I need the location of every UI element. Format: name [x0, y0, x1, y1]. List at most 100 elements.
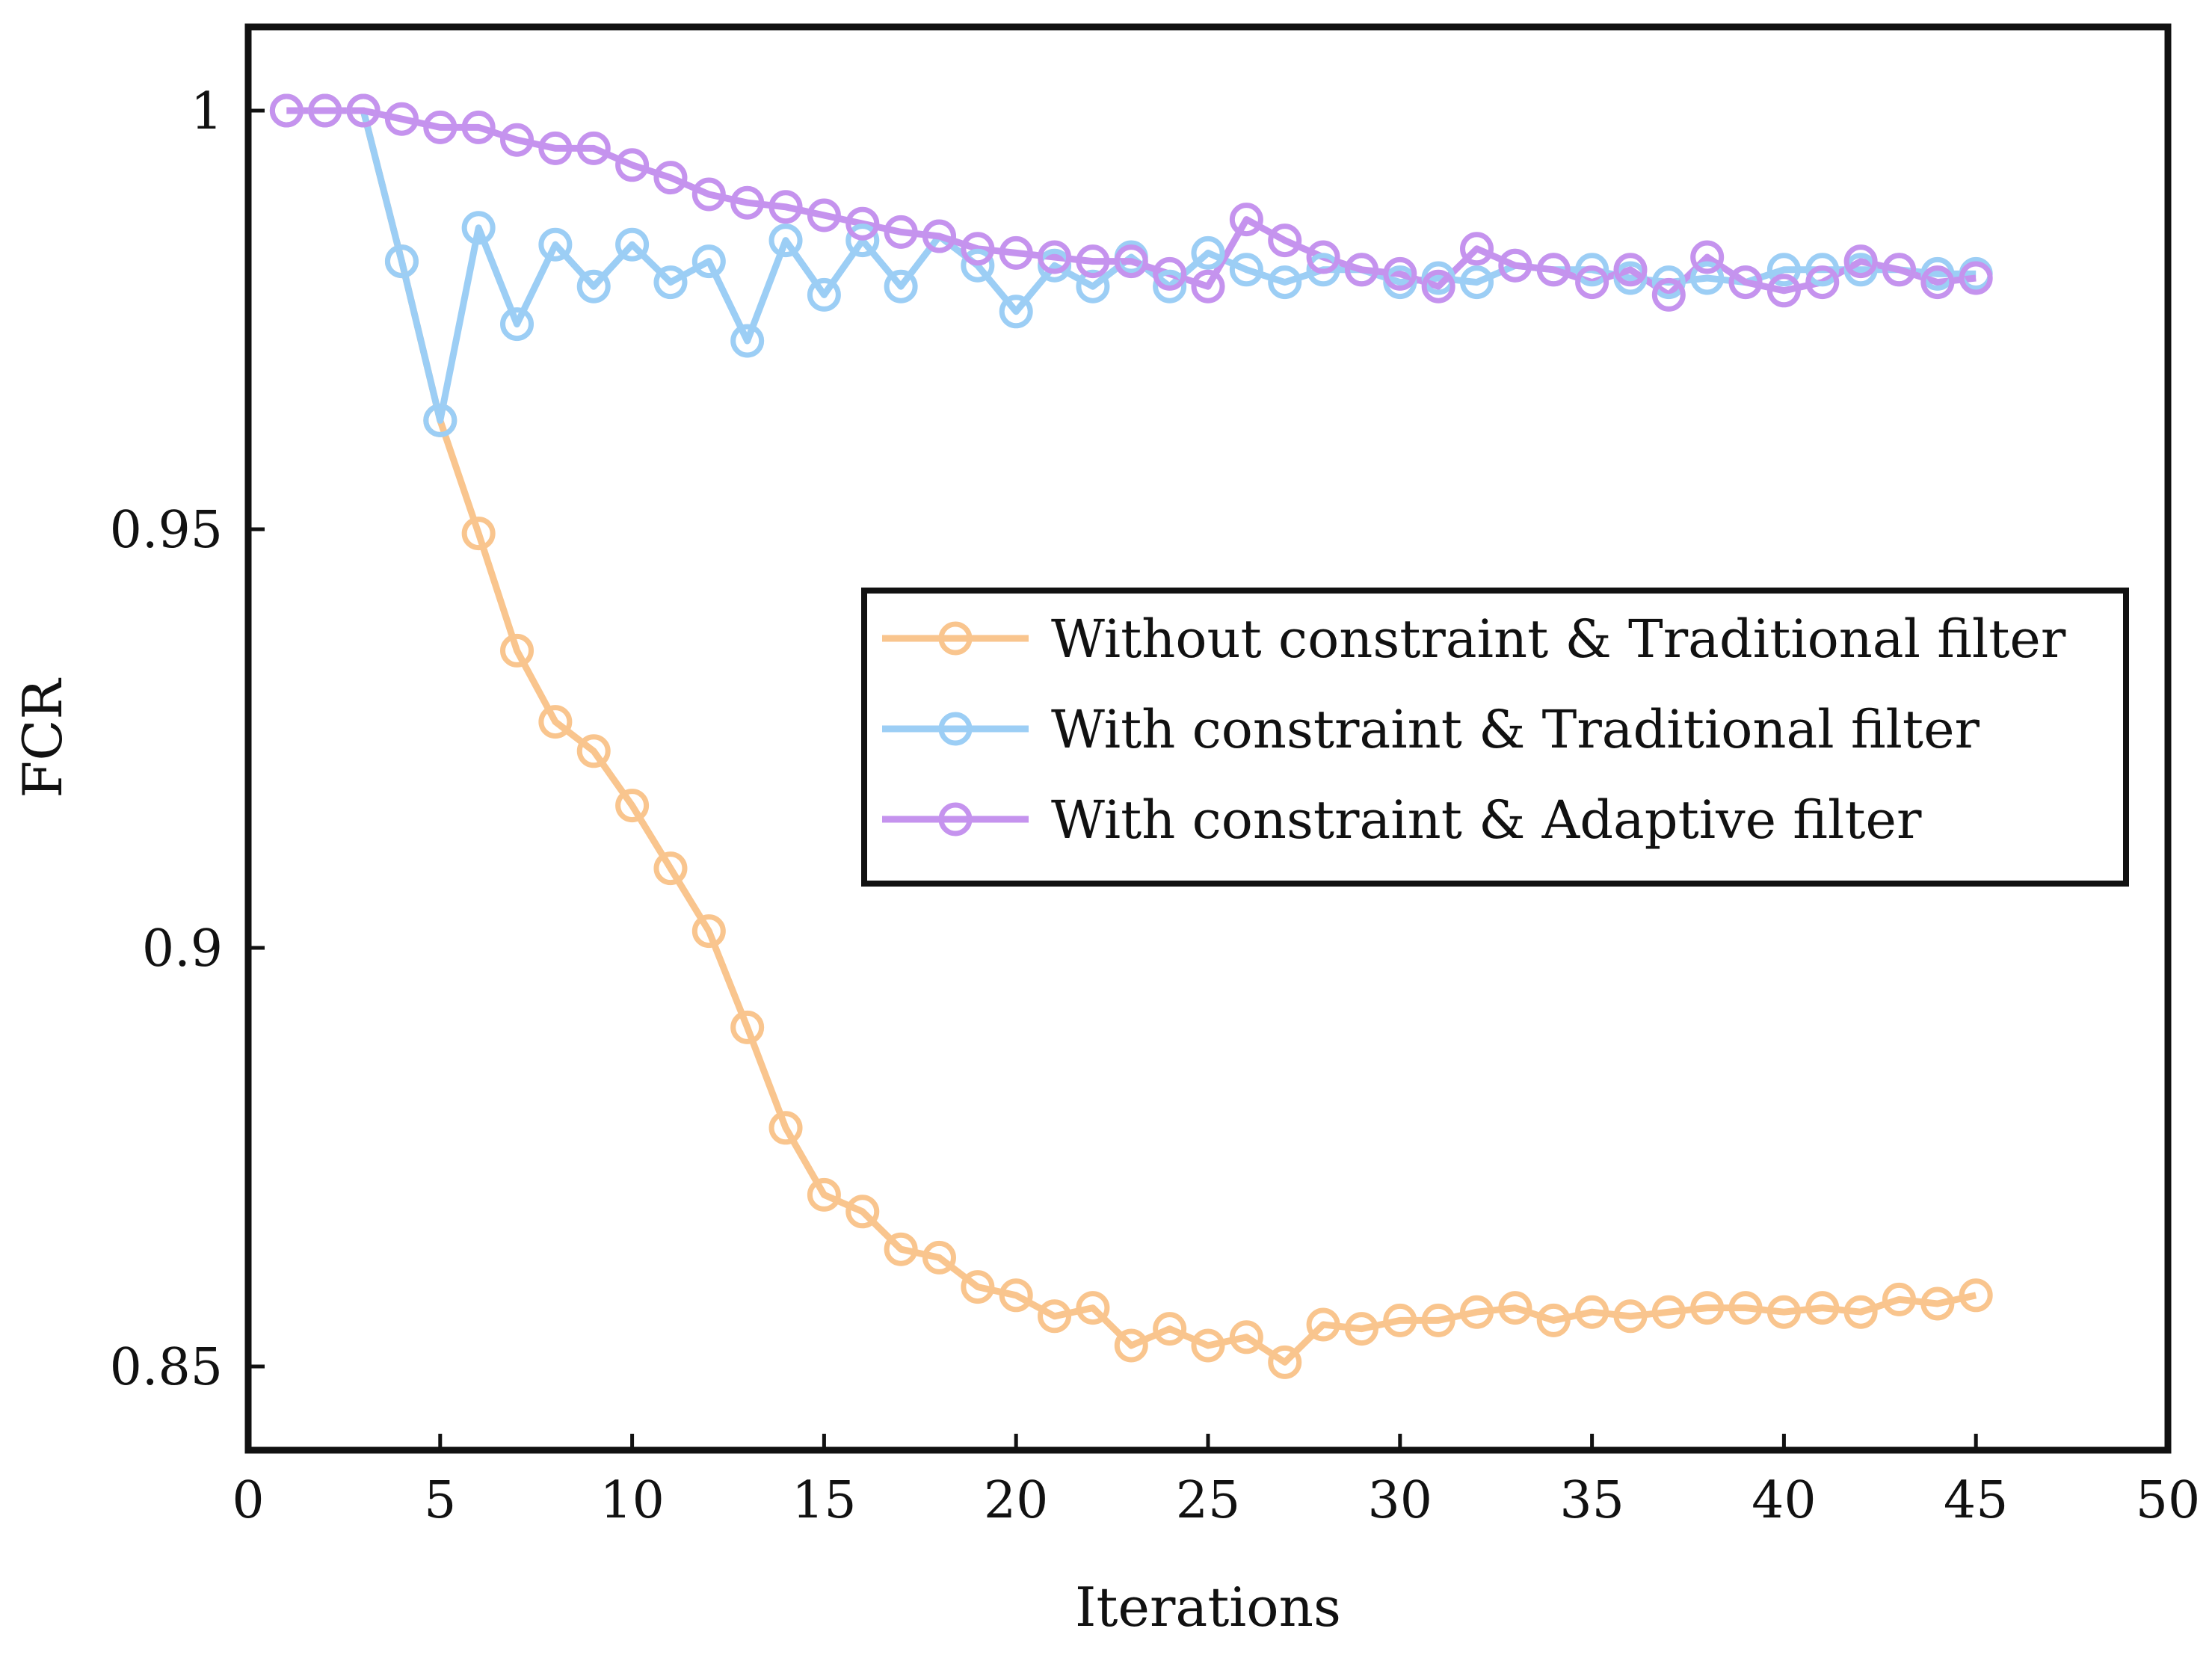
data-point — [1613, 1299, 1648, 1334]
data-point — [653, 851, 688, 886]
data-point — [1229, 203, 1263, 237]
data-point — [346, 93, 381, 128]
data-point — [1421, 269, 1455, 303]
data-point — [807, 1177, 841, 1212]
data-point — [1843, 244, 1878, 279]
legend-label-1: Without constraint & Traditional filter — [1051, 608, 2066, 670]
data-point — [1383, 1303, 1417, 1337]
data-point — [615, 227, 650, 262]
data-point — [691, 177, 726, 212]
series-line-3 — [286, 107, 1977, 298]
data-point — [1076, 269, 1110, 303]
data-point — [1498, 1291, 1532, 1325]
data-point — [961, 248, 995, 283]
legend-marker-2 — [938, 712, 973, 746]
data-point — [730, 1010, 765, 1044]
legend-box — [861, 588, 2129, 887]
data-point — [1268, 1345, 1302, 1379]
data-point — [384, 102, 419, 136]
data-point — [1460, 1295, 1494, 1329]
data-point — [961, 232, 995, 266]
y-tick-label: 0.9 — [142, 919, 223, 979]
data-point — [884, 1232, 918, 1266]
x-tick-label: 40 — [1752, 1471, 1817, 1530]
x-tick-label: 5 — [424, 1471, 456, 1530]
data-point — [1153, 256, 1187, 291]
data-point — [538, 705, 573, 739]
data-point — [1728, 265, 1763, 300]
data-point — [1076, 1291, 1110, 1325]
data-point — [1306, 240, 1340, 274]
data-point — [1575, 1295, 1609, 1329]
data-point — [768, 1111, 803, 1145]
x-tick-label: 30 — [1368, 1471, 1433, 1530]
data-point — [1613, 253, 1648, 287]
data-point — [807, 277, 841, 312]
data-point — [1766, 253, 1801, 287]
data-point — [1460, 265, 1494, 300]
x-axis-label: Iterations — [1075, 1576, 1341, 1639]
data-point — [1460, 232, 1494, 266]
data-point — [1191, 1328, 1225, 1363]
data-point — [1805, 253, 1840, 287]
data-point — [807, 198, 841, 232]
y-tick-label: 1 — [191, 82, 223, 141]
legend-label-3: With constraint & Adaptive filter — [1051, 789, 1922, 851]
series-markers-3 — [269, 93, 1993, 312]
data-point — [691, 244, 726, 279]
y-axis-label: FCR — [11, 678, 74, 798]
data-point — [961, 1270, 995, 1304]
data-point — [1536, 1303, 1571, 1337]
data-point — [1920, 265, 1955, 300]
x-tick-label: 25 — [1176, 1471, 1241, 1530]
data-point — [1268, 265, 1302, 300]
x-tick-label: 45 — [1944, 1471, 2009, 1530]
data-point — [461, 110, 496, 144]
data-point — [1306, 253, 1340, 287]
data-point — [1920, 1286, 1955, 1321]
data-point — [1114, 1328, 1148, 1363]
data-point — [1153, 1312, 1187, 1346]
data-point — [884, 269, 918, 303]
data-point — [1882, 253, 1916, 287]
data-point — [538, 131, 573, 165]
data-point — [653, 265, 688, 300]
data-point — [768, 224, 803, 258]
x-tick-label: 10 — [600, 1471, 665, 1530]
data-point — [730, 324, 765, 358]
data-point — [461, 211, 496, 245]
data-point — [999, 235, 1033, 270]
data-point — [1076, 244, 1110, 279]
data-point — [423, 403, 458, 437]
data-point — [768, 190, 803, 224]
data-point — [1191, 235, 1225, 270]
data-point — [845, 206, 880, 241]
data-point — [500, 307, 534, 342]
data-point — [576, 734, 611, 768]
data-point — [1959, 1278, 1993, 1313]
data-point — [1575, 253, 1609, 287]
y-tick-label: 0.95 — [110, 501, 223, 560]
legend-marker-1 — [938, 621, 973, 656]
data-point — [1651, 277, 1686, 312]
legend: Without constraint & Traditional filter W… — [861, 588, 2129, 887]
data-point — [1766, 274, 1801, 308]
data-point — [1651, 265, 1686, 300]
x-tick-label: 15 — [792, 1471, 857, 1530]
x-tick-label: 50 — [2136, 1471, 2201, 1530]
data-point — [576, 269, 611, 303]
data-point — [615, 148, 650, 182]
data-point — [576, 131, 611, 165]
data-point — [1114, 244, 1148, 279]
data-point — [1344, 253, 1378, 287]
data-point — [1690, 240, 1725, 274]
data-point — [845, 1195, 880, 1229]
data-point — [1843, 1295, 1878, 1329]
series-markers-layer — [269, 93, 1993, 1379]
data-point — [1805, 1291, 1840, 1325]
data-point — [730, 185, 765, 220]
data-point — [1191, 269, 1225, 303]
legend-marker-3 — [938, 802, 973, 836]
